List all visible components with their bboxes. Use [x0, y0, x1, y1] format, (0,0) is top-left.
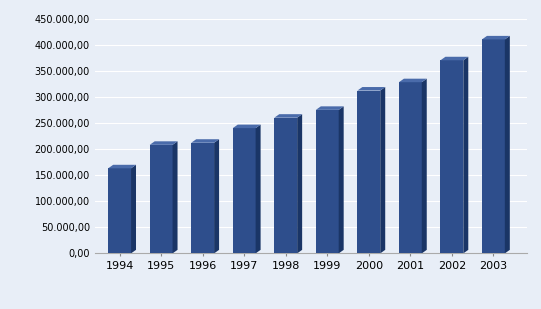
Bar: [358, 91, 380, 253]
Polygon shape: [316, 106, 344, 110]
Polygon shape: [150, 141, 177, 145]
Polygon shape: [380, 87, 385, 253]
Bar: [316, 110, 339, 253]
Polygon shape: [399, 79, 427, 82]
Polygon shape: [297, 114, 302, 253]
Polygon shape: [482, 36, 510, 40]
Bar: [150, 145, 173, 253]
Bar: [233, 128, 256, 253]
Bar: [399, 82, 422, 253]
Bar: [274, 118, 297, 253]
Polygon shape: [173, 141, 177, 253]
Bar: [482, 40, 505, 253]
Bar: [108, 168, 131, 253]
Polygon shape: [256, 125, 261, 253]
Polygon shape: [192, 139, 219, 143]
Polygon shape: [422, 79, 427, 253]
Polygon shape: [131, 165, 136, 253]
Bar: [192, 143, 214, 253]
Polygon shape: [440, 57, 469, 60]
Polygon shape: [108, 165, 136, 168]
Polygon shape: [463, 57, 469, 253]
Bar: [440, 60, 463, 253]
Polygon shape: [274, 114, 302, 118]
Polygon shape: [214, 139, 219, 253]
Polygon shape: [505, 36, 510, 253]
Polygon shape: [358, 87, 385, 91]
Polygon shape: [339, 106, 344, 253]
Polygon shape: [233, 125, 261, 128]
